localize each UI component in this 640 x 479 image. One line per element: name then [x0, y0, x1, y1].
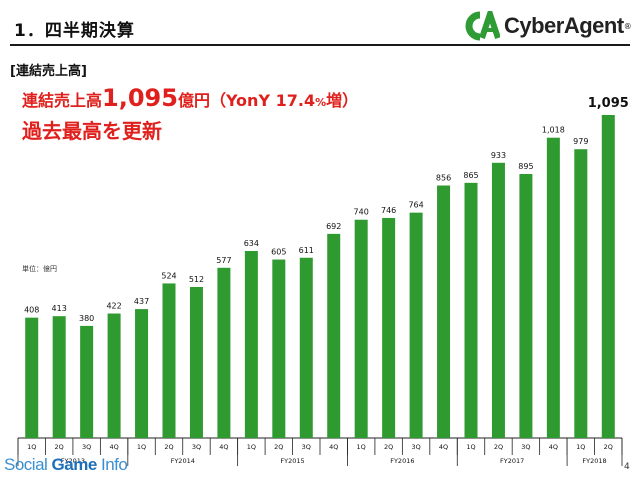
- x-tick-label: 1Q: [27, 443, 36, 451]
- x-tick-label: 4Q: [219, 443, 228, 451]
- data-label: 437: [134, 297, 149, 306]
- bar: [464, 182, 478, 438]
- data-label: 933: [491, 151, 506, 160]
- x-tick-label: 1Q: [576, 443, 585, 451]
- fiscal-year-label: FY2016: [390, 457, 414, 465]
- bar: [299, 257, 313, 438]
- data-label: 746: [381, 206, 396, 215]
- data-label: 422: [106, 302, 121, 311]
- bar: [546, 137, 560, 438]
- x-tick-label: 3Q: [411, 443, 420, 451]
- x-tick-label: 2Q: [494, 443, 503, 451]
- title-divider: [10, 44, 630, 46]
- x-tick-label: 2Q: [384, 443, 393, 451]
- data-label: 634: [244, 239, 259, 248]
- fiscal-year-label: FY2017: [500, 457, 524, 465]
- headline-part1: 連結売上高: [22, 91, 103, 110]
- section-label: [連結売上高]: [10, 64, 87, 79]
- unit-label: 単位：億円: [22, 265, 57, 273]
- data-label: 524: [161, 271, 176, 280]
- bar: [162, 283, 176, 438]
- bar: [327, 233, 341, 438]
- x-tick-label: 4Q: [109, 443, 118, 451]
- headline-percent-sign: %: [315, 96, 327, 109]
- bar: [437, 185, 451, 438]
- x-tick-label: 3Q: [302, 443, 311, 451]
- headline-part3: 増）: [326, 91, 359, 110]
- x-tick-label: 2Q: [274, 443, 283, 451]
- data-label: 512: [189, 275, 204, 284]
- data-label: 979: [573, 137, 588, 146]
- logo-wordmark: CyberAgent: [504, 13, 624, 38]
- data-label: 1,095: [588, 96, 629, 111]
- fiscal-year-label: FY2015: [280, 457, 304, 465]
- data-label: 577: [216, 256, 231, 265]
- bar: [189, 286, 203, 438]
- fiscal-year-label: FY2013: [61, 457, 85, 465]
- cyberagent-logo: CyberAgent ®: [460, 10, 634, 42]
- headline-revenue: 連結売上高1,095億円（YonY 17.4%増）: [22, 84, 358, 112]
- bar: [409, 212, 423, 438]
- x-tick-label: 3Q: [521, 443, 530, 451]
- bar: [25, 317, 39, 438]
- data-label: 692: [326, 222, 341, 231]
- bar: [272, 259, 286, 438]
- x-tick-label: 2Q: [604, 443, 613, 451]
- x-tick-label: 1Q: [357, 443, 366, 451]
- bar: [244, 250, 258, 438]
- logo-registered-mark: ®: [623, 21, 632, 31]
- watermark-game: Game: [51, 455, 98, 474]
- bar: [601, 115, 615, 438]
- bar: [217, 267, 231, 438]
- x-tick-label: 4Q: [439, 443, 448, 451]
- x-tick-label: 4Q: [329, 443, 338, 451]
- data-label: 605: [271, 248, 286, 257]
- headline-amount: 1,095: [102, 84, 178, 112]
- x-tick-label: 2Q: [55, 443, 64, 451]
- x-tick-label: 3Q: [192, 443, 201, 451]
- page-title: 1．四半期決算: [14, 21, 135, 41]
- x-tick-label: 1Q: [466, 443, 475, 451]
- bar: [354, 219, 368, 438]
- data-label: 895: [518, 162, 533, 171]
- x-tick-label: 1Q: [247, 443, 256, 451]
- fiscal-year-label: FY2014: [171, 457, 195, 465]
- bar: [382, 217, 396, 438]
- watermark-info: Info: [96, 455, 128, 474]
- x-tick-label: 2Q: [164, 443, 173, 451]
- data-label: 764: [408, 201, 423, 210]
- headline-record: 過去最高を更新: [22, 119, 162, 143]
- data-label: 1,018: [542, 126, 565, 135]
- data-label: 740: [354, 208, 369, 217]
- bar: [574, 149, 588, 438]
- bar: [80, 325, 94, 438]
- bar: [52, 316, 66, 438]
- bar: [491, 162, 505, 438]
- fiscal-year-label: FY2018: [582, 457, 606, 465]
- x-tick-label: 4Q: [549, 443, 558, 451]
- bar: [519, 173, 533, 439]
- bar: [135, 309, 149, 438]
- data-label: 611: [299, 246, 314, 255]
- data-label: 380: [79, 314, 94, 323]
- page-number: 4: [624, 462, 630, 472]
- data-label: 865: [463, 171, 478, 180]
- x-tick-label: 3Q: [82, 443, 91, 451]
- data-label: 856: [436, 173, 451, 182]
- data-label: 408: [24, 306, 39, 315]
- headline-part2: 億円（YonY 17.4: [177, 91, 316, 110]
- data-label: 413: [52, 304, 67, 313]
- watermark-social: Social: [4, 455, 52, 474]
- social-game-info-watermark: Social Game Info: [4, 455, 128, 475]
- cyberagent-logo-icon: [465, 11, 500, 41]
- bar: [107, 313, 121, 438]
- x-tick-label: 1Q: [137, 443, 146, 451]
